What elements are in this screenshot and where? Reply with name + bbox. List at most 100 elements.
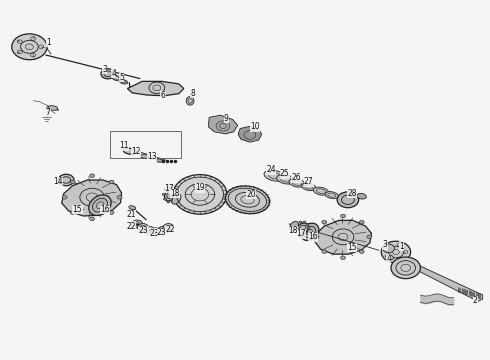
Circle shape — [341, 256, 345, 260]
Text: 18: 18 — [288, 226, 297, 235]
Circle shape — [294, 228, 297, 230]
Ellipse shape — [264, 170, 285, 181]
Circle shape — [391, 257, 420, 279]
Circle shape — [307, 228, 310, 230]
Text: 16: 16 — [308, 233, 318, 241]
Circle shape — [295, 232, 298, 234]
Circle shape — [381, 241, 411, 263]
Circle shape — [171, 186, 174, 188]
Circle shape — [174, 198, 177, 200]
Ellipse shape — [165, 188, 176, 201]
Circle shape — [299, 235, 302, 237]
Text: 23: 23 — [139, 226, 148, 235]
Text: 28: 28 — [347, 189, 357, 198]
Bar — [110, 131, 181, 158]
Circle shape — [295, 224, 298, 226]
Polygon shape — [208, 115, 238, 134]
Circle shape — [164, 189, 167, 191]
Text: 17: 17 — [296, 230, 306, 239]
Circle shape — [322, 220, 327, 224]
Text: 16: 16 — [100, 205, 110, 214]
Ellipse shape — [314, 187, 328, 195]
Text: 22: 22 — [166, 225, 175, 234]
Text: 4: 4 — [386, 254, 391, 263]
Ellipse shape — [225, 186, 270, 214]
Polygon shape — [418, 265, 483, 301]
Circle shape — [90, 174, 95, 177]
Circle shape — [150, 228, 161, 236]
Ellipse shape — [277, 175, 294, 184]
Ellipse shape — [140, 154, 149, 158]
Text: 21: 21 — [126, 210, 136, 219]
Text: 17: 17 — [164, 184, 173, 193]
Text: 1: 1 — [47, 38, 51, 47]
Circle shape — [70, 180, 75, 184]
Circle shape — [337, 192, 359, 208]
Circle shape — [303, 221, 306, 223]
Circle shape — [109, 180, 114, 184]
Text: 27: 27 — [304, 177, 314, 186]
Circle shape — [167, 186, 170, 188]
Circle shape — [70, 211, 75, 214]
Text: 5: 5 — [119, 73, 124, 82]
Circle shape — [367, 235, 372, 239]
Circle shape — [101, 69, 115, 79]
Ellipse shape — [48, 106, 58, 110]
Circle shape — [314, 235, 319, 239]
Circle shape — [171, 201, 174, 203]
Text: 14: 14 — [53, 177, 63, 186]
Ellipse shape — [129, 206, 136, 210]
Text: 18: 18 — [171, 189, 180, 198]
Circle shape — [359, 250, 364, 253]
Circle shape — [176, 193, 179, 195]
Ellipse shape — [112, 75, 122, 81]
Ellipse shape — [123, 148, 137, 154]
Circle shape — [163, 224, 174, 231]
Ellipse shape — [325, 192, 339, 199]
Ellipse shape — [290, 221, 298, 231]
Text: 9: 9 — [224, 113, 229, 122]
Text: 23: 23 — [157, 228, 167, 237]
Text: 11: 11 — [119, 141, 128, 150]
Ellipse shape — [289, 179, 305, 187]
Circle shape — [306, 224, 309, 226]
Circle shape — [322, 250, 327, 253]
Circle shape — [109, 211, 114, 214]
Circle shape — [138, 224, 148, 231]
Circle shape — [173, 175, 227, 214]
Polygon shape — [62, 180, 122, 216]
Text: 24: 24 — [266, 165, 276, 174]
Circle shape — [162, 193, 165, 195]
Ellipse shape — [357, 193, 367, 199]
Polygon shape — [127, 81, 184, 96]
Text: 15: 15 — [73, 205, 82, 214]
Polygon shape — [238, 126, 262, 142]
Text: 22: 22 — [126, 222, 136, 231]
Text: 4: 4 — [111, 69, 116, 78]
Circle shape — [167, 201, 170, 203]
Circle shape — [58, 174, 74, 186]
Circle shape — [359, 220, 364, 224]
Circle shape — [62, 195, 67, 199]
Ellipse shape — [186, 96, 194, 105]
Text: 19: 19 — [195, 184, 205, 192]
Text: 25: 25 — [280, 169, 290, 178]
Ellipse shape — [172, 194, 181, 204]
Circle shape — [12, 34, 47, 60]
Circle shape — [164, 198, 167, 200]
Circle shape — [144, 226, 155, 234]
Circle shape — [90, 217, 95, 221]
Text: 20: 20 — [246, 190, 256, 199]
Ellipse shape — [386, 255, 393, 259]
Text: 3: 3 — [383, 240, 388, 249]
Circle shape — [117, 195, 122, 199]
Text: 3: 3 — [102, 65, 107, 74]
Text: 7: 7 — [46, 108, 50, 117]
Text: 13: 13 — [147, 153, 157, 161]
Polygon shape — [315, 220, 371, 254]
Circle shape — [306, 232, 309, 234]
Text: 6: 6 — [161, 91, 166, 100]
Text: 8: 8 — [190, 89, 195, 98]
Text: 26: 26 — [292, 174, 301, 182]
Ellipse shape — [302, 183, 316, 191]
